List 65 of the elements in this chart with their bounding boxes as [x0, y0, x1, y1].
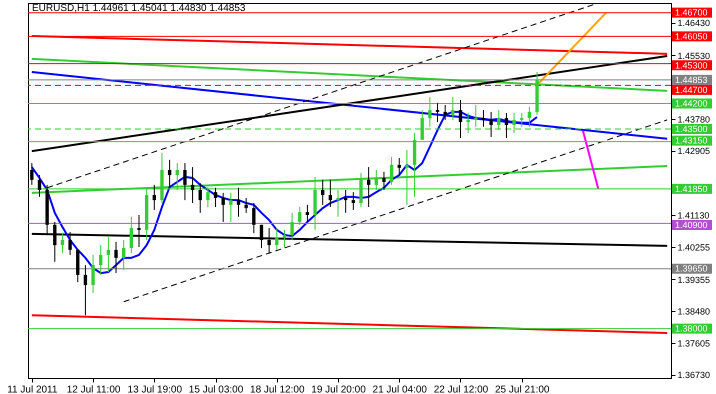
candlestick: [290, 212, 294, 241]
x-tick-label: 25 Jul 21:00: [494, 384, 550, 394]
x-tick-label: 12 Jul 11:00: [66, 384, 121, 394]
candlestick: [229, 192, 233, 222]
candlestick: [520, 112, 524, 128]
candlestick: [298, 206, 302, 226]
ref-line-label: 1.43150: [675, 136, 708, 146]
candlestick: [482, 110, 486, 128]
y-tick-label: 1.41130: [678, 210, 710, 221]
y-tick-label: 1.42905: [678, 146, 710, 156]
candlestick: [168, 159, 172, 188]
candlestick: [352, 192, 356, 210]
y-tick-label: 1.38480: [678, 306, 710, 317]
candlestick: [152, 184, 156, 210]
y-tick-label: 1.43780: [678, 114, 710, 124]
candlestick: [84, 264, 88, 316]
ref-line-label: 1.40900: [675, 220, 708, 230]
x-tick-label: 11 Jul 2011: [7, 384, 58, 394]
ref-line-label: 1.41850: [675, 184, 708, 194]
x-tick-label: 13 Jul 19:00: [128, 384, 182, 394]
ref-line-label: 1.39650: [675, 264, 708, 274]
ref-line-label: 1.46700: [675, 8, 708, 18]
candlestick: [99, 244, 102, 276]
candlestick: [122, 240, 126, 270]
candlestick: [282, 229, 286, 249]
candlestick: [436, 102, 440, 123]
x-tick-label: 15 Jul 03:00: [188, 384, 244, 394]
y-tick-label: 1.46430: [678, 18, 710, 28]
candlestick: [190, 166, 194, 204]
ref-line-label: 1.38000: [675, 324, 708, 334]
candlestick: [321, 179, 324, 206]
x-tick-label: 22 Jul 12:00: [434, 384, 489, 394]
candlestick: [106, 236, 110, 272]
candlestick: [252, 202, 256, 234]
y-tick-label: 1.45530: [678, 50, 710, 61]
candlestick: [198, 182, 202, 214]
candlestick: [489, 111, 493, 138]
candlestick: [222, 192, 225, 222]
x-tick-label: 21 Jul 04:00: [372, 384, 428, 394]
candlestick: [398, 158, 401, 176]
candlestick: [244, 197, 248, 214]
candlestick: [236, 187, 240, 218]
candlestick: [344, 189, 348, 214]
y-tick-label: 1.39355: [678, 274, 710, 285]
ref-line-label: 1.44200: [675, 98, 708, 109]
candlestick: [306, 204, 310, 222]
chart-title: EURUSD,H1 1.44961 1.45041 1.44830 1.44853: [32, 3, 246, 14]
candlestick: [214, 187, 218, 208]
candlestick: [366, 166, 370, 208]
ref-line-label: 1.43500: [675, 124, 708, 134]
ref-line-label: 1.45300: [675, 60, 708, 70]
x-tick-label: 19 Jul 20:00: [311, 384, 366, 394]
y-tick-label: 1.36730: [678, 370, 710, 380]
x-tick-label: 18 Jul 12:00: [250, 384, 305, 394]
candlestick: [183, 162, 187, 201]
ref-line-label: 1.46050: [675, 31, 708, 42]
y-tick-label: 1.37605: [678, 338, 710, 348]
candlestick: [130, 216, 134, 254]
candlestick: [328, 179, 332, 208]
ref-line-label: 1.44853: [675, 74, 708, 85]
candlestick: [504, 112, 508, 139]
ref-line-label: 1.44700: [675, 84, 708, 95]
candlestick: [275, 228, 278, 250]
candlestick: [444, 104, 447, 120]
y-tick-label: 1.40255: [678, 242, 710, 252]
